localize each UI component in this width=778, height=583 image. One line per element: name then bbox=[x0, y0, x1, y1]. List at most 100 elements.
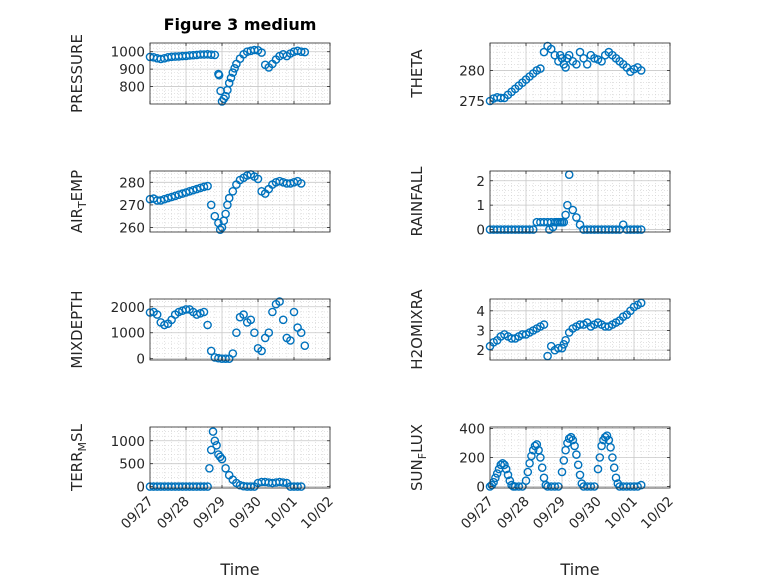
y-tick-label: 4 bbox=[476, 304, 485, 320]
data-point bbox=[232, 328, 241, 338]
y-axis-label: TERRMSL bbox=[68, 423, 89, 492]
data-point bbox=[514, 482, 524, 491]
data-point bbox=[501, 464, 511, 474]
data-point bbox=[573, 460, 583, 470]
figure-title: Figure 3 medium bbox=[164, 15, 317, 34]
data-point bbox=[250, 328, 259, 338]
data-point bbox=[203, 181, 212, 191]
data-point bbox=[217, 454, 227, 464]
axes-h2omixra: 2 3 4 H2OMIXRA bbox=[408, 289, 671, 370]
y-tick-label: 800 bbox=[119, 80, 145, 96]
data-point bbox=[590, 54, 599, 63]
data-point bbox=[611, 473, 621, 483]
y-tick-label: 270 bbox=[119, 198, 145, 214]
data-point bbox=[199, 482, 209, 491]
data-point bbox=[296, 47, 306, 57]
data-point bbox=[564, 50, 574, 60]
data-point bbox=[557, 467, 567, 477]
data-point bbox=[206, 346, 216, 356]
data-point bbox=[181, 305, 191, 314]
y-axis-label: MIXDEPTH bbox=[68, 290, 86, 368]
data-point bbox=[527, 451, 536, 461]
data-point bbox=[559, 456, 569, 465]
x-axis-label: Time bbox=[219, 560, 259, 579]
plot-area bbox=[490, 299, 670, 360]
data-point bbox=[500, 460, 509, 470]
y-tick-label: 400 bbox=[459, 421, 485, 437]
data-point bbox=[537, 463, 547, 473]
x-tick-label: 09/27 bbox=[118, 494, 157, 533]
plot-area bbox=[150, 427, 330, 488]
data-point bbox=[215, 225, 225, 234]
data-point bbox=[550, 482, 560, 491]
data-point bbox=[289, 307, 299, 317]
data-point bbox=[572, 213, 581, 222]
data-point bbox=[536, 453, 545, 462]
y-tick-label: 500 bbox=[119, 457, 145, 473]
y-axis-label: AIRTEMP bbox=[68, 170, 89, 233]
data-point bbox=[208, 427, 218, 436]
data-point bbox=[568, 435, 578, 445]
axes-box bbox=[149, 170, 331, 233]
data-point bbox=[206, 50, 216, 60]
data-point bbox=[575, 470, 585, 480]
y-tick-label: 280 bbox=[459, 63, 485, 79]
data-point bbox=[597, 441, 606, 451]
axes-mixdepth: 0 1000 2000 MIXDEPTH bbox=[68, 290, 331, 369]
data-point bbox=[230, 64, 239, 73]
y-tick-label: 260 bbox=[119, 220, 145, 236]
x-tick-label: 09/27 bbox=[458, 494, 497, 533]
y-tick-label: 280 bbox=[119, 175, 145, 191]
data-point bbox=[579, 54, 588, 63]
data-point bbox=[296, 328, 306, 338]
data-point bbox=[595, 453, 605, 462]
y-tick-label: 2 bbox=[476, 174, 485, 190]
y-tick-label: 275 bbox=[459, 94, 485, 110]
x-axis-label: Time bbox=[559, 560, 599, 579]
y-tick-label: 1000 bbox=[111, 45, 145, 61]
data-point bbox=[532, 440, 542, 449]
data-point bbox=[561, 63, 570, 72]
data-point bbox=[203, 320, 212, 330]
x-tick-label: 10/02 bbox=[298, 494, 337, 533]
plot-area bbox=[490, 171, 670, 232]
x-tick-label: 09/28 bbox=[154, 494, 193, 533]
data-point bbox=[582, 60, 592, 69]
data-point bbox=[561, 335, 570, 345]
y-tick-label: 1000 bbox=[111, 434, 145, 450]
data-point bbox=[224, 193, 234, 203]
data-point bbox=[536, 64, 545, 73]
data-point bbox=[221, 463, 230, 473]
data-point bbox=[300, 341, 310, 351]
series-pressure bbox=[145, 45, 310, 106]
data-point bbox=[636, 66, 646, 75]
data-point bbox=[539, 47, 549, 57]
axes-box bbox=[149, 298, 331, 361]
data-point bbox=[278, 315, 288, 325]
y-tick-label: 2 bbox=[476, 343, 485, 359]
data-point bbox=[239, 310, 248, 319]
data-point bbox=[228, 349, 238, 358]
data-point bbox=[546, 44, 556, 54]
data-point bbox=[572, 60, 581, 69]
series-mixdepth bbox=[145, 297, 310, 364]
x-tick-label: 09/30 bbox=[226, 494, 265, 533]
y-axis-label: THETA bbox=[408, 49, 426, 99]
y-tick-label: 1000 bbox=[111, 326, 145, 342]
data-point bbox=[257, 48, 266, 57]
series-theta bbox=[485, 41, 646, 106]
data-point bbox=[206, 445, 216, 455]
data-point bbox=[491, 473, 500, 483]
data-point bbox=[199, 182, 209, 192]
data-point bbox=[611, 225, 621, 234]
data-point bbox=[275, 297, 284, 306]
x-tick-label: 09/29 bbox=[530, 494, 569, 533]
data-point bbox=[636, 225, 646, 234]
data-point bbox=[221, 209, 230, 219]
data-point bbox=[572, 450, 581, 459]
data-point bbox=[559, 339, 569, 349]
data-point bbox=[226, 73, 236, 83]
y-tick-label: 200 bbox=[459, 451, 485, 467]
